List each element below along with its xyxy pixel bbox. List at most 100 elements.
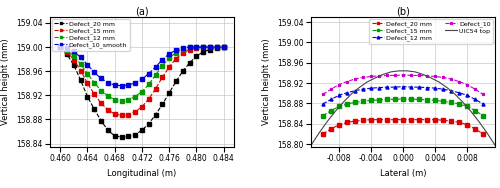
Defect_15 mm	[200, 46, 206, 48]
Defect_20 mm	[352, 120, 358, 122]
Defect_10_smooth	[84, 64, 90, 66]
Defect_15 mm	[126, 114, 132, 116]
Defect_10	[344, 80, 350, 83]
Line: Defect_12 mm: Defect_12 mm	[322, 85, 484, 105]
Defect_10	[480, 93, 486, 95]
Defect_20 mm	[71, 64, 77, 66]
Defect_20 mm	[456, 121, 462, 123]
Defect_20 mm	[400, 119, 406, 121]
Defect_15 mm	[400, 98, 406, 100]
UIC54 top	[444, 86, 450, 89]
UIC54 top	[468, 110, 474, 113]
Defect_20 mm	[472, 128, 478, 130]
Defect_20 mm	[320, 133, 326, 135]
Defect_12 mm	[186, 46, 192, 48]
Defect_20 mm	[344, 121, 350, 123]
Defect_15 mm	[448, 101, 454, 104]
Defect_15 mm	[57, 46, 63, 48]
Defect_10	[464, 83, 470, 86]
Defect_10	[448, 78, 454, 80]
Defect_12 mm	[352, 89, 358, 92]
UIC54 top	[492, 144, 498, 146]
Defect_12 mm	[105, 95, 111, 97]
Defect_15 mm	[456, 103, 462, 105]
Defect_10	[400, 74, 406, 76]
Defect_10_smooth	[173, 49, 179, 51]
Defect_20 mm	[84, 96, 90, 98]
Defect_15 mm	[432, 99, 438, 102]
UIC54 top	[420, 73, 426, 76]
Line: Defect_10_smooth: Defect_10_smooth	[58, 45, 225, 87]
Defect_12 mm	[432, 87, 438, 89]
UIC54 top	[348, 93, 354, 95]
Defect_12 mm	[112, 99, 117, 101]
Defect_20 mm	[384, 119, 390, 121]
Defect_20 mm	[464, 124, 470, 126]
Defect_20 mm	[368, 119, 374, 121]
Defect_20 mm	[207, 48, 213, 51]
Line: Defect_15 mm: Defect_15 mm	[322, 97, 484, 117]
Defect_12 mm	[152, 74, 158, 76]
Defect_10_smooth	[92, 71, 98, 74]
Defect_12 mm	[456, 92, 462, 94]
Defect_10	[328, 88, 334, 90]
Defect_12 mm	[320, 103, 326, 105]
Defect_12 mm	[336, 94, 342, 96]
UIC54 top	[404, 70, 410, 72]
Defect_15 mm	[424, 99, 430, 101]
Defect_15 mm	[152, 88, 158, 90]
Defect_20 mm	[132, 133, 138, 136]
UIC54 top	[484, 132, 490, 134]
Defect_10	[456, 80, 462, 83]
Defect_12 mm	[98, 89, 104, 92]
Defect_10_smooth	[214, 46, 220, 48]
Defect_20 mm	[126, 135, 132, 137]
Defect_12 mm	[118, 100, 124, 102]
UIC54 top	[460, 101, 466, 104]
Defect_12 mm	[360, 88, 366, 90]
Defect_10_smooth	[132, 82, 138, 84]
Defect_20 mm	[440, 119, 446, 121]
UIC54 top	[436, 81, 442, 83]
UIC54 top	[316, 132, 322, 134]
UIC54 top	[428, 77, 434, 79]
Defect_10_smooth	[112, 84, 117, 86]
Defect_10_smooth	[186, 46, 192, 48]
UIC54 top	[396, 70, 402, 72]
Defect_15 mm	[118, 114, 124, 116]
Defect_15 mm	[368, 99, 374, 102]
Line: Defect_10: Defect_10	[322, 73, 484, 96]
Defect_15 mm	[98, 102, 104, 104]
Defect_15 mm	[160, 76, 166, 78]
Defect_10_smooth	[194, 46, 200, 48]
Defect_12 mm	[424, 86, 430, 89]
UIC54 top	[452, 93, 458, 95]
Defect_15 mm	[344, 103, 350, 105]
Defect_20 mm	[166, 92, 172, 94]
Defect_15 mm	[352, 101, 358, 104]
Y-axis label: Vertical height (mm): Vertical height (mm)	[262, 39, 272, 125]
Defect_15 mm	[384, 98, 390, 100]
Defect_12 mm	[57, 46, 63, 48]
Line: Defect_12 mm: Defect_12 mm	[58, 45, 225, 102]
Defect_12 mm	[400, 86, 406, 88]
Defect_20 mm	[78, 79, 84, 81]
Defect_20 mm	[105, 129, 111, 131]
Defect_10	[320, 93, 326, 95]
Defect_15 mm	[416, 98, 422, 100]
Defect_12 mm	[368, 87, 374, 89]
Defect_15 mm	[92, 93, 98, 95]
Defect_12 mm	[214, 46, 220, 48]
Defect_10	[392, 74, 398, 77]
Line: Defect_20 mm: Defect_20 mm	[58, 45, 225, 139]
Defect_15 mm	[472, 109, 478, 112]
Defect_15 mm	[440, 100, 446, 102]
UIC54 top	[340, 101, 346, 104]
Defect_15 mm	[112, 113, 117, 115]
Defect_15 mm	[166, 66, 172, 68]
Defect_10_smooth	[152, 66, 158, 68]
Title: (a): (a)	[135, 6, 149, 16]
Defect_12 mm	[384, 86, 390, 88]
Defect_20 mm	[146, 123, 152, 125]
Defect_20 mm	[139, 129, 145, 131]
